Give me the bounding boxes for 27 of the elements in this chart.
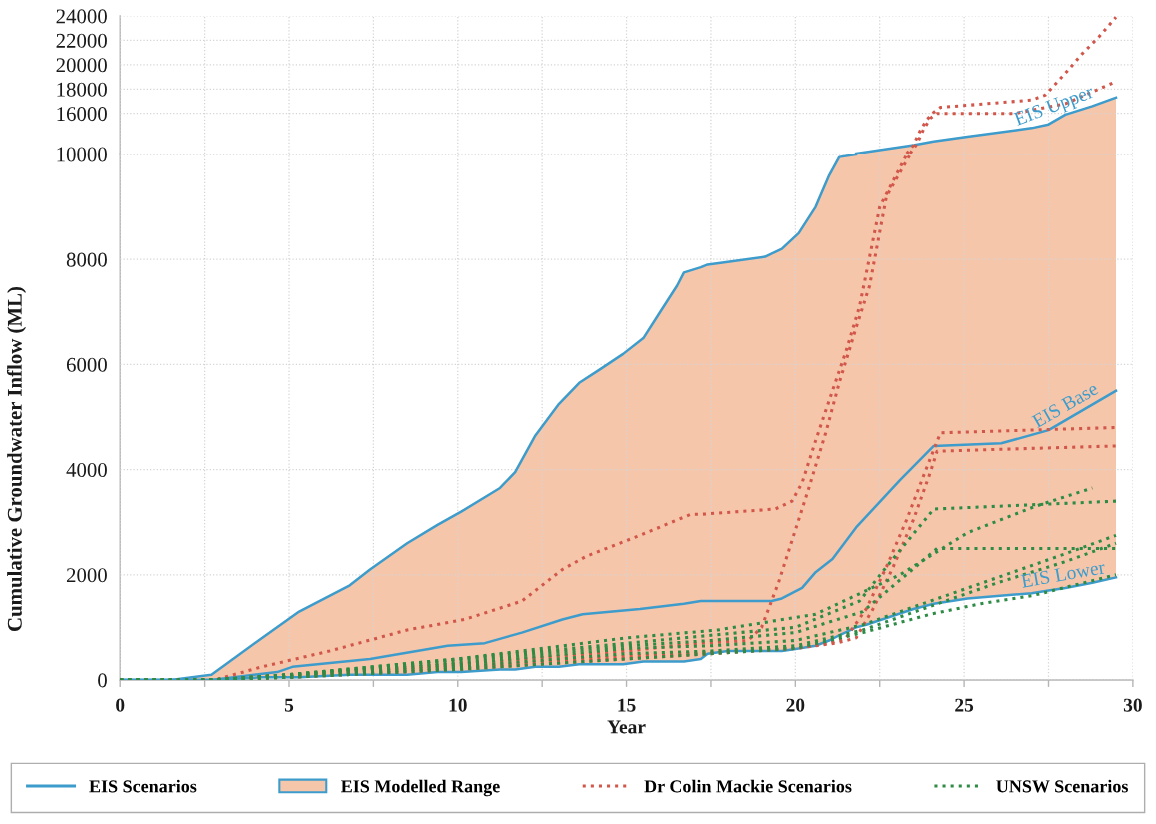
annotation: EIS Base — [1031, 381, 1099, 429]
y-tick-label: 22000 — [56, 33, 107, 48]
x-tick-label: 0 — [116, 698, 125, 712]
annotation: EIS Lower — [1020, 560, 1106, 588]
legend-label: UNSW Scenarios — [996, 779, 1128, 793]
x-axis-title: Year — [607, 720, 646, 734]
legend-label: Dr Colin Mackie Scenarios — [644, 779, 852, 793]
y-axis-title: Cumulative Groundwater Inflow (ML) — [6, 287, 27, 631]
annotation: EIS Upper — [1013, 84, 1096, 130]
x-tick-label: 5 — [284, 698, 294, 712]
y-tick-label: 6000 — [66, 357, 107, 372]
y-tick-label: 8000 — [66, 252, 107, 267]
x-tick-label: 25 — [955, 698, 974, 712]
x-tick-label: 30 — [1123, 698, 1142, 712]
x-tick-label: 10 — [449, 698, 467, 712]
y-tick-label: 10000 — [57, 147, 107, 162]
y-tick-label: 0 — [98, 673, 107, 688]
y-tick-label: 4000 — [66, 462, 107, 478]
y-tick-label: 24000 — [56, 9, 107, 24]
y-tick-label: 20000 — [56, 58, 107, 73]
legend-label: EIS Modelled Range — [341, 779, 500, 797]
legend-label: EIS Scenarios — [89, 779, 197, 793]
y-tick-label: 18000 — [57, 82, 107, 97]
y-tick-label: 2000 — [66, 568, 107, 583]
x-tick-label: 20 — [786, 698, 805, 712]
x-tick-label: 15 — [618, 698, 636, 712]
y-tick-label: 16000 — [57, 107, 107, 122]
